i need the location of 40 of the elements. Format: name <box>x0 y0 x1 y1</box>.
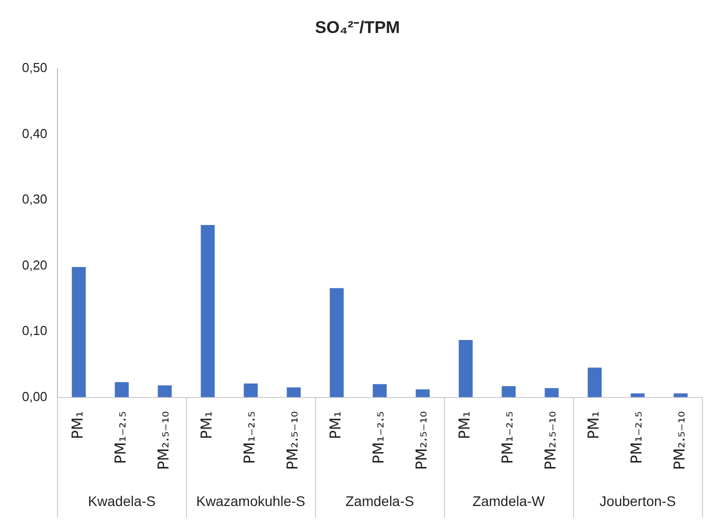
y-tick-label: 0,00 <box>22 388 48 404</box>
bar <box>502 386 516 398</box>
x-tick-label: PM₁ <box>456 411 474 440</box>
x-tick-label: PM₁₋₂.₅ <box>498 411 517 464</box>
bar <box>330 288 344 398</box>
bar <box>416 389 430 398</box>
bar <box>544 388 559 398</box>
chart-title: SO₄²⁻/TPM <box>315 18 400 37</box>
x-tick-label: PM₁ <box>326 411 345 440</box>
y-tick-label: 0,40 <box>22 126 48 141</box>
text: Kwadela-S <box>88 492 156 509</box>
bar <box>458 340 473 398</box>
x-tick-label: PM₂.₅₋₁₀ <box>670 411 689 470</box>
text: Jouberton-S <box>600 492 676 509</box>
text: Zamdela-W <box>472 492 546 509</box>
text: Zamdela-S <box>345 492 414 509</box>
y-tick-label: 0,30 <box>22 192 48 207</box>
x-tick-label: PM₁₋₂.₅ <box>370 411 388 464</box>
bar <box>588 368 602 398</box>
bar <box>244 383 258 398</box>
text: Kwazamokuhle-S <box>196 492 306 509</box>
x-tick-label: PM₁ <box>584 411 603 440</box>
y-tick-label: 0,10 <box>22 323 48 338</box>
bar <box>72 267 86 398</box>
bar <box>286 387 301 398</box>
bar <box>158 385 172 398</box>
x-tick-label: PM₁ <box>68 411 87 440</box>
x-tick-label: PM₂.₅₋₁₀ <box>542 411 560 470</box>
y-tick-label: 0,20 <box>22 257 48 272</box>
x-tick-label: PM₁₋₂.₅ <box>112 411 130 464</box>
x-tick-label: PM₂.₅₋₁₀ <box>412 411 431 470</box>
x-tick-label: PM₁₋₂.₅ <box>628 411 646 464</box>
x-tick-label: PM₂.₅₋₁₀ <box>284 411 302 470</box>
bar <box>372 384 387 398</box>
bar <box>114 382 129 398</box>
y-tick-label: 0,50 <box>22 60 48 75</box>
x-tick-label: PM₁ <box>198 411 216 440</box>
x-tick-label: PM₂.₅₋₁₀ <box>154 411 173 470</box>
bar <box>200 224 215 398</box>
x-tick-label: PM₁₋₂.₅ <box>240 411 259 464</box>
